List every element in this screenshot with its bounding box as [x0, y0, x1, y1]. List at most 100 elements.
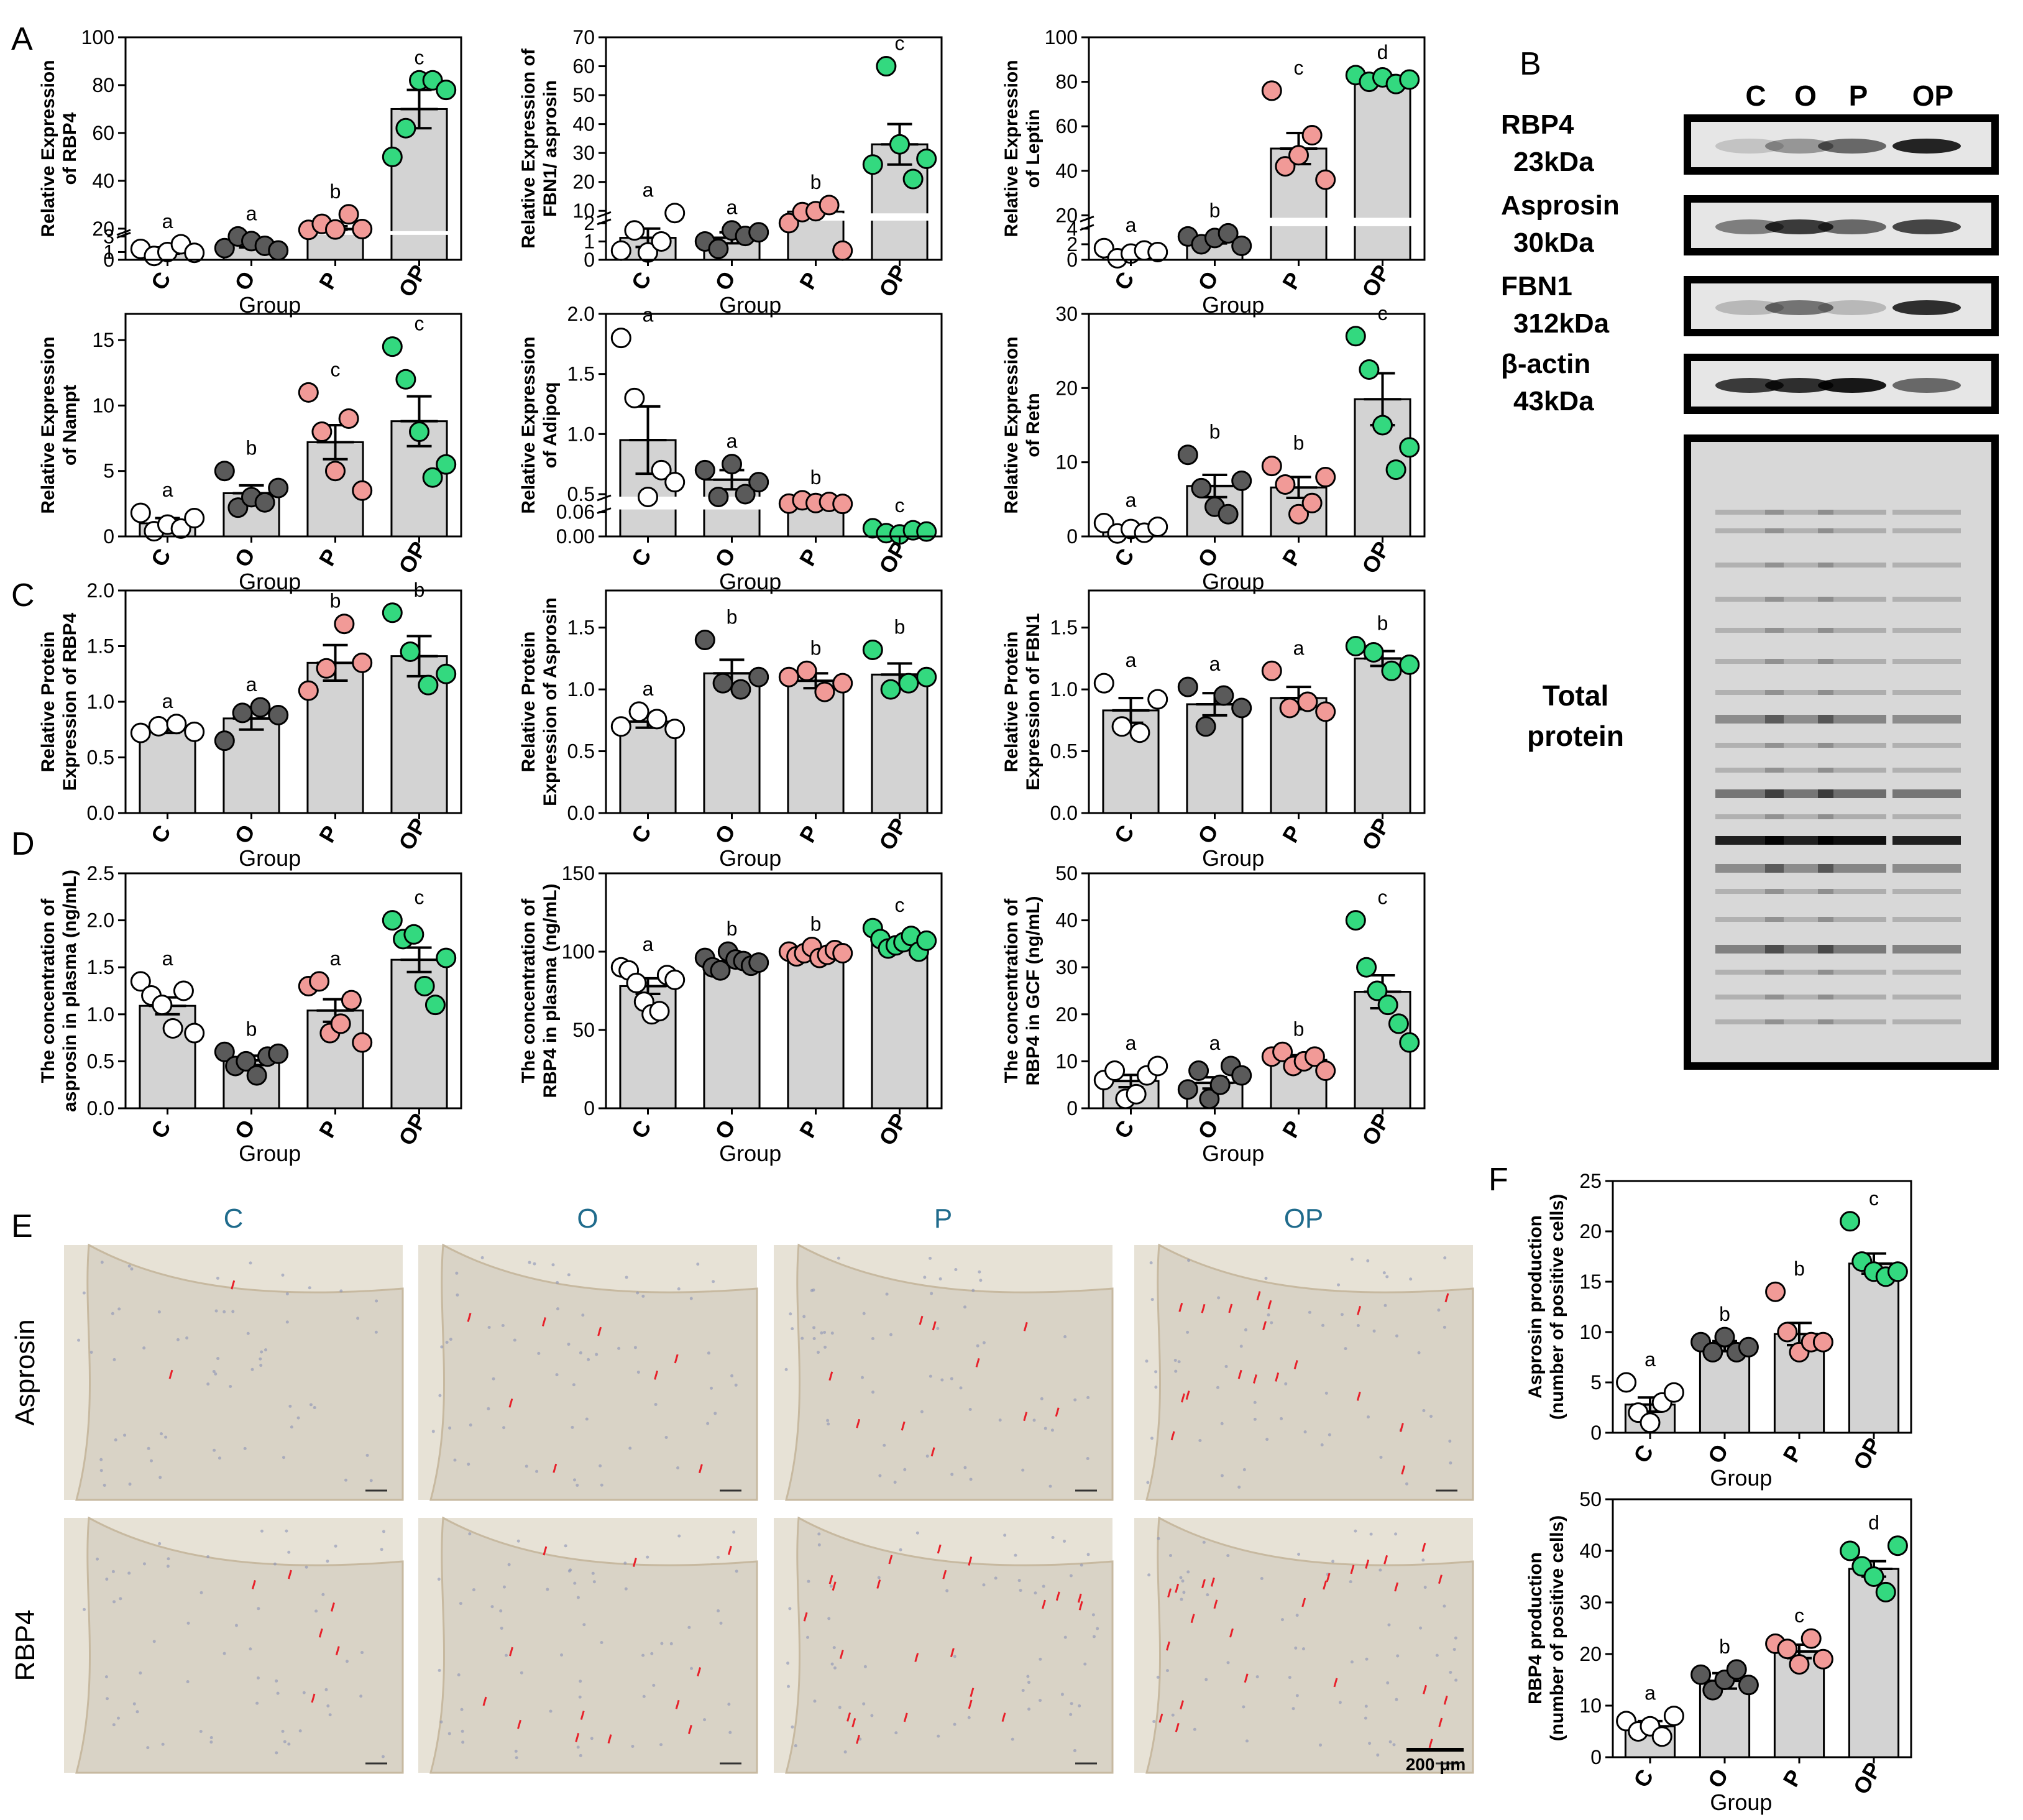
gel-band — [1765, 743, 1833, 748]
positive-cell-arrow — [968, 1699, 973, 1709]
nucleus — [328, 1713, 332, 1717]
y-tick-label: 10 — [1579, 1321, 1602, 1343]
y-tick-label: 1.5 — [87, 956, 114, 978]
positive-cell-arrow — [1001, 1712, 1006, 1722]
data-point-P — [341, 990, 362, 1011]
sig-letter-C: a — [643, 179, 654, 201]
nucleus — [77, 1338, 81, 1342]
nucleus — [1063, 1635, 1067, 1639]
positive-cell-arrow — [1175, 1583, 1180, 1593]
nucleus — [1165, 1669, 1169, 1673]
nucleus — [447, 1732, 451, 1735]
y-tick-label: 10 — [92, 394, 114, 416]
data-point-P — [832, 240, 853, 261]
positive-cell-arrow — [1055, 1407, 1060, 1417]
data-point-C — [152, 995, 173, 1016]
nucleus — [823, 1330, 827, 1334]
data-point-P — [1315, 1060, 1336, 1082]
positive-cell-arrow — [1326, 1573, 1331, 1583]
nucleus — [1171, 1713, 1175, 1717]
data-point-P — [1812, 1648, 1833, 1670]
data-point-OP — [1399, 69, 1420, 90]
data-point-O — [254, 492, 275, 513]
data-point-C — [170, 518, 191, 539]
nucleus — [1303, 1430, 1307, 1434]
nucleus — [1216, 1386, 1219, 1389]
nucleus — [507, 1563, 511, 1566]
nucleus — [582, 1623, 586, 1627]
bar-OP — [1354, 78, 1411, 261]
nucleus — [176, 1338, 180, 1341]
positive-cell-arrow — [311, 1693, 316, 1703]
nucleus — [590, 1737, 594, 1740]
blot-band — [1892, 139, 1961, 154]
nucleus — [871, 1390, 875, 1394]
positive-cell-arrow — [288, 1570, 292, 1579]
nucleus — [1027, 1681, 1030, 1684]
y-axis-label-line2: RBP4 in GCF (ng/mL) — [1023, 896, 1044, 1086]
tissue-region — [429, 1243, 758, 1501]
positive-cell-arrow — [727, 1545, 732, 1555]
nucleus — [243, 1446, 247, 1450]
gel-band — [1715, 889, 1784, 894]
nucleus — [1354, 1529, 1357, 1533]
nucleus — [1198, 1439, 1202, 1443]
positive-cell-arrow — [1293, 1360, 1298, 1369]
sig-letter-C: a — [1645, 1348, 1656, 1371]
data-point-OP — [862, 154, 883, 175]
nucleus — [1379, 1455, 1383, 1459]
nucleus — [832, 1646, 836, 1650]
data-point-O — [1218, 503, 1239, 525]
break-mark — [116, 229, 131, 236]
nucleus — [878, 1474, 882, 1478]
gel-band — [1818, 528, 1886, 533]
positive-cell-arrow — [1333, 1678, 1338, 1688]
nucleus — [827, 1617, 831, 1620]
x-tick-label-O: O — [1193, 267, 1224, 295]
nucleus — [119, 1597, 122, 1601]
y-tick-label: 50 — [1055, 862, 1078, 885]
nucleus — [830, 1331, 834, 1335]
y-tick-label: 20 — [1579, 1643, 1602, 1665]
nucleus — [628, 1446, 632, 1450]
y-axis-label-line2: asprosin in plasma (ng/mL) — [60, 870, 80, 1112]
x-tick-label-O: O — [1702, 1764, 1733, 1792]
tissue-region — [785, 1243, 1114, 1501]
nucleus — [954, 1267, 958, 1271]
sig-letter-P: b — [330, 180, 341, 203]
nucleus — [659, 1743, 663, 1747]
nucleus — [1011, 1737, 1014, 1741]
nucleus — [703, 1718, 707, 1722]
nucleus — [533, 1262, 536, 1266]
data-point-O — [214, 237, 235, 259]
sig-letter-OP: c — [895, 32, 905, 55]
nucleus — [551, 1263, 555, 1267]
data-point-P — [338, 204, 359, 225]
nucleus — [255, 1701, 259, 1705]
nucleus — [356, 1317, 360, 1320]
positive-cell-arrow — [828, 1574, 833, 1584]
gel-band — [1892, 970, 1961, 975]
data-point-OP — [1345, 326, 1366, 347]
ihc-row-label-RBP4: RBP4 — [10, 1610, 40, 1681]
nucleus — [1443, 1325, 1446, 1329]
nucleus — [290, 1425, 293, 1429]
data-point-P — [832, 494, 853, 515]
nucleus — [728, 1730, 732, 1734]
nucleus — [285, 1529, 288, 1533]
nucleus — [209, 1740, 213, 1744]
sig-letter-OP: c — [895, 894, 905, 916]
positive-cell-arrow — [1350, 1565, 1355, 1574]
nucleus — [1021, 1468, 1025, 1472]
nucleus — [998, 1418, 1002, 1422]
data-point-OP — [382, 336, 403, 357]
data-point-P — [330, 1013, 351, 1034]
data-point-O — [712, 673, 733, 694]
nucleus — [889, 1333, 892, 1336]
data-point-OP — [414, 975, 435, 996]
nucleus — [99, 1458, 103, 1461]
data-point-OP — [898, 673, 919, 694]
data-point-OP — [395, 117, 416, 139]
nucleus — [1443, 1604, 1446, 1608]
